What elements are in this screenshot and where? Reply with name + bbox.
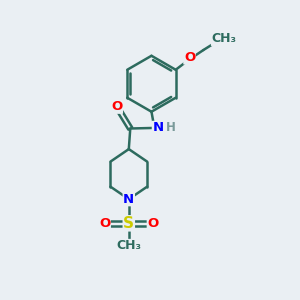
- Text: O: O: [147, 217, 159, 230]
- Text: CH₃: CH₃: [116, 239, 141, 253]
- Text: H: H: [166, 122, 176, 134]
- Text: O: O: [111, 100, 122, 113]
- Text: CH₃: CH₃: [212, 32, 236, 45]
- Text: N: N: [152, 122, 164, 134]
- Text: O: O: [184, 51, 195, 64]
- Text: O: O: [99, 217, 110, 230]
- Text: S: S: [123, 216, 134, 231]
- Text: N: N: [123, 193, 134, 206]
